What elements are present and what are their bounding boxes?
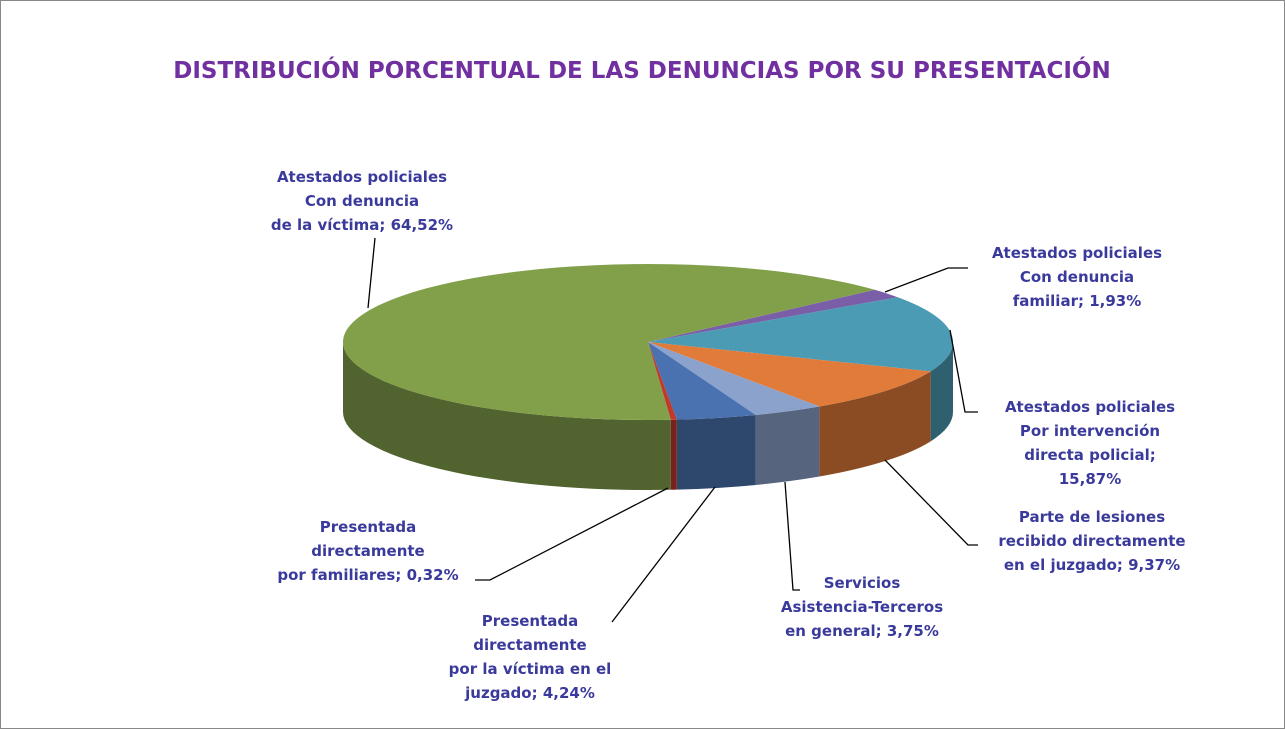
data-label: Atestados policiales Por intervención dire…	[1005, 398, 1175, 488]
data-label-line: Asistencia-Terceros	[781, 598, 943, 616]
slice	[343, 264, 875, 420]
data-label-line: familiar; 1,93%	[1013, 292, 1141, 310]
data-label-line: Por intervención	[1020, 422, 1160, 440]
data-label: Parte de lesiones recibido directamente en…	[998, 508, 1185, 574]
data-label-line: recibido directamente	[998, 532, 1185, 550]
leader-line	[884, 459, 978, 546]
chart-title: DISTRIBUCIÓN PORCENTUAL DE LAS DENUNCIAS…	[173, 56, 1110, 84]
data-label: Atestados policiales Con denuncia de la ví…	[271, 168, 453, 234]
data-label-line: Con denuncia	[1020, 268, 1134, 286]
leader-line	[367, 237, 376, 309]
data-label-line: por familiares; 0,32%	[277, 566, 458, 584]
slice-side	[930, 342, 953, 442]
data-label-line: directamente	[311, 542, 424, 560]
data-label-line: Presentada	[320, 518, 417, 536]
data-label-line: directa policial;	[1024, 446, 1155, 464]
slice	[648, 342, 820, 415]
data-label: Presentada directamente por la víctima en …	[449, 612, 612, 702]
slice-side	[343, 342, 671, 490]
data-label-line: Servicios	[824, 574, 901, 592]
data-label-line: Atestados policiales	[992, 244, 1162, 262]
data-label-line: en general; 3,75%	[785, 622, 939, 640]
slice	[648, 342, 931, 407]
data-label-line: Atestados policiales	[277, 168, 447, 186]
slice	[648, 342, 756, 420]
data-label-line: Presentada	[482, 612, 579, 630]
data-label-line: directamente	[473, 636, 586, 654]
slice-side	[755, 406, 820, 485]
slice	[648, 289, 898, 342]
data-label-line: 15,87%	[1059, 470, 1121, 488]
leader-line	[884, 267, 968, 293]
data-label-line: Con denuncia	[305, 192, 419, 210]
slice-side	[670, 419, 677, 490]
data-label-line: Parte de lesiones	[1019, 508, 1165, 526]
leader-line	[784, 481, 800, 591]
leader-line	[949, 329, 978, 413]
leader-line	[475, 487, 669, 581]
data-label: Atestados policiales Con denuncia familiar…	[992, 244, 1162, 310]
data-label-line: de la víctima; 64,52%	[271, 216, 453, 234]
data-label-line: en el juzgado; 9,37%	[1004, 556, 1180, 574]
slice	[648, 342, 677, 420]
data-label-line: juzgado; 4,24%	[464, 684, 595, 702]
data-label-line: Atestados policiales	[1005, 398, 1175, 416]
slice-side	[676, 414, 756, 490]
data-label-line: por la víctima en el	[449, 660, 612, 678]
leader-line	[611, 486, 716, 623]
slice-side	[819, 371, 931, 477]
data-label: Presentada directamente por familiares; 0,…	[277, 518, 458, 584]
slice	[648, 297, 953, 372]
data-label: Servicios Asistencia-Terceros en general; …	[781, 574, 943, 640]
